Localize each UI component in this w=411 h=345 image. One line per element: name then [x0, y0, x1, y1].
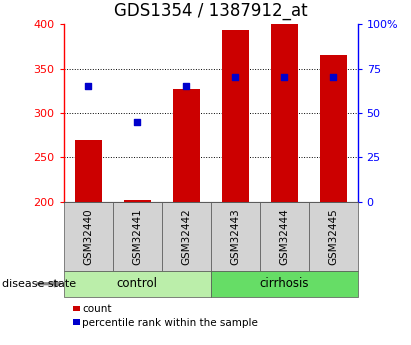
Point [330, 75, 336, 80]
Text: count: count [82, 304, 112, 314]
Text: GSM32444: GSM32444 [279, 208, 289, 265]
Point [183, 83, 189, 89]
Text: disease state: disease state [2, 279, 76, 289]
Point [232, 75, 238, 80]
Bar [124, 200, 151, 202]
Bar [270, 24, 298, 202]
Bar [320, 55, 346, 202]
Point [281, 75, 287, 80]
Text: control: control [117, 277, 158, 290]
Text: GSM32440: GSM32440 [83, 208, 93, 265]
Point [134, 119, 141, 125]
Text: cirrhosis: cirrhosis [259, 277, 309, 290]
Text: GSM32443: GSM32443 [230, 208, 240, 265]
Title: GDS1354 / 1387912_at: GDS1354 / 1387912_at [114, 2, 307, 20]
Bar [173, 89, 200, 202]
Text: GSM32441: GSM32441 [132, 208, 142, 265]
Bar [75, 140, 102, 202]
Text: percentile rank within the sample: percentile rank within the sample [82, 318, 258, 327]
Text: GSM32442: GSM32442 [181, 208, 191, 265]
Bar [222, 30, 249, 202]
Point [85, 83, 92, 89]
Text: GSM32445: GSM32445 [328, 208, 338, 265]
